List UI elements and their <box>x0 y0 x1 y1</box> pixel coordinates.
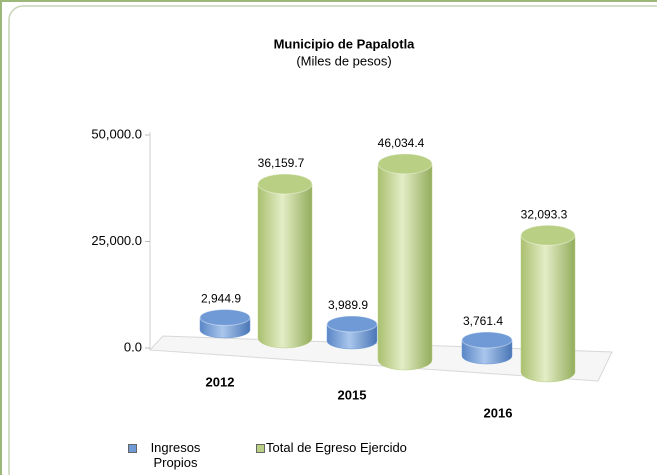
chart-title: Municipio de Papalotla <box>274 36 416 51</box>
cylinder-top <box>326 315 378 333</box>
value-label: 36,159.7 <box>258 156 305 170</box>
x-tick-label: 2012 <box>206 374 235 389</box>
x-tick-label: 2016 <box>484 405 513 420</box>
legend-label: Total de Egreso Ejercido <box>266 440 407 455</box>
value-label: 32,093.3 <box>521 207 568 221</box>
value-label: 2,944.9 <box>201 292 241 306</box>
x-tick-label: 2015 <box>338 387 367 402</box>
legend-marker <box>256 444 265 453</box>
y-tick-label: 50,000.0 <box>91 126 142 141</box>
y-tick-label: 25,000.0 <box>91 233 142 248</box>
cylinder-top <box>199 308 251 326</box>
cylinder-body <box>377 163 433 371</box>
legend-marker <box>128 444 137 453</box>
value-label: 3,761.4 <box>463 314 503 328</box>
cylinder-top <box>520 224 576 246</box>
legend-label: Ingresos Propios <box>150 440 201 470</box>
cylinder-top <box>257 173 313 195</box>
value-label: 46,034.4 <box>378 136 425 150</box>
cylinder-body <box>257 183 313 349</box>
y-tick-label: 0.0 <box>124 339 142 354</box>
chart-subtitle: (Miles de pesos) <box>296 53 391 68</box>
cylinder-top <box>377 153 433 175</box>
value-label: 3,989.9 <box>328 298 368 312</box>
cylinder-body <box>520 235 576 383</box>
cylinder-top <box>461 331 513 349</box>
